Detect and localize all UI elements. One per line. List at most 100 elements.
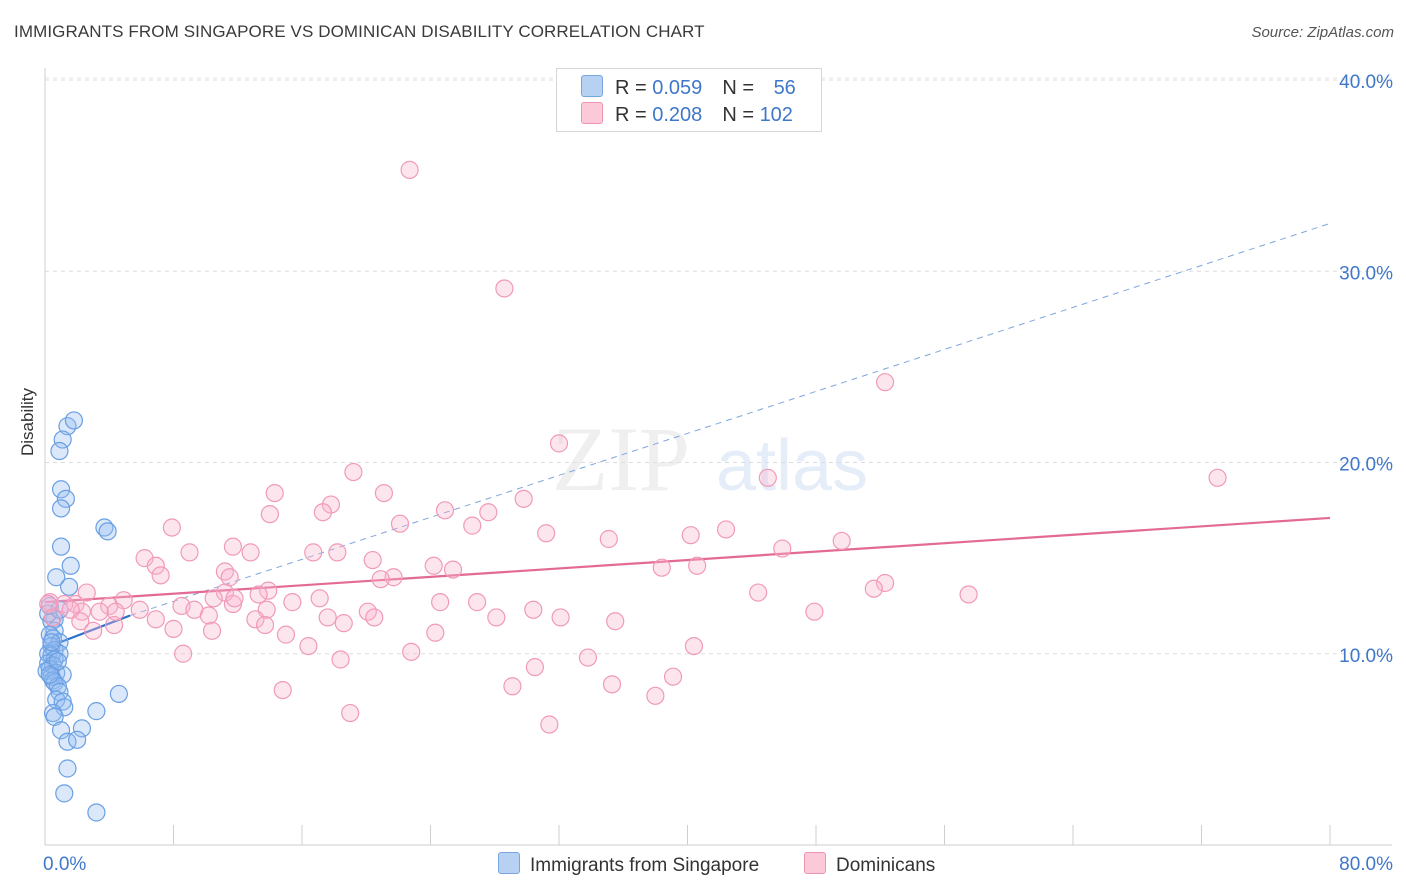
- point-dominicans: [310, 589, 329, 608]
- point-dominicans: [241, 543, 260, 562]
- watermark-atlas: atlas: [716, 426, 868, 506]
- point-dominicans: [602, 675, 622, 694]
- point-dominicans: [1208, 468, 1227, 487]
- source-label: Source: ZipAtlas.com: [1251, 24, 1394, 41]
- y-tick-label: 30.0%: [1339, 263, 1393, 284]
- point-singapore: [50, 441, 69, 461]
- point-dominicans: [313, 503, 332, 522]
- point-singapore: [87, 702, 106, 721]
- point-dominicans: [525, 658, 545, 677]
- point-dominicans: [106, 602, 125, 621]
- point-dominicans: [875, 373, 895, 392]
- point-dominicans: [463, 516, 482, 535]
- data-points: [37, 160, 1227, 822]
- point-dominicans: [260, 505, 279, 524]
- bottom-legend-swatch-singapore: [498, 852, 520, 874]
- point-dominicans: [606, 612, 625, 631]
- point-dominicans: [162, 518, 181, 537]
- bottom-legend-label-dominicans: Dominicans: [836, 855, 936, 876]
- point-dominicans: [443, 560, 463, 579]
- point-dominicans: [204, 589, 223, 608]
- point-dominicans: [503, 677, 522, 696]
- point-dominicans: [174, 644, 193, 663]
- point-dominicans: [431, 593, 450, 612]
- point-dominicans: [479, 503, 498, 522]
- point-singapore: [48, 652, 67, 671]
- point-singapore: [47, 568, 66, 587]
- point-dominicans: [299, 636, 318, 656]
- y-axis-label: Disability: [18, 387, 37, 456]
- y-tick-label: 20.0%: [1339, 455, 1393, 476]
- point-dominicans: [146, 610, 165, 629]
- point-dominicans: [805, 602, 824, 621]
- point-singapore: [51, 480, 71, 499]
- point-dominicans: [341, 703, 360, 723]
- legend-swatch-singapore: [581, 75, 603, 97]
- legend-r-value: 0.059: [652, 77, 703, 99]
- point-singapore: [64, 411, 84, 430]
- point-dominicans: [283, 593, 302, 612]
- point-dominicans: [551, 608, 570, 627]
- point-dominicans: [215, 562, 234, 581]
- point-dominicans: [875, 573, 895, 593]
- point-singapore: [53, 430, 72, 449]
- point-dominicans: [265, 484, 284, 503]
- point-dominicans: [273, 680, 292, 700]
- point-singapore: [109, 684, 128, 704]
- point-dominicans: [259, 581, 278, 600]
- point-dominicans: [334, 614, 353, 633]
- point-dominicans: [688, 556, 707, 575]
- point-singapore: [51, 721, 71, 740]
- point-dominicans: [487, 608, 506, 627]
- point-dominicans: [199, 606, 218, 625]
- point-dominicans: [524, 600, 543, 619]
- point-dominicans: [304, 543, 323, 562]
- point-dominicans: [39, 594, 58, 614]
- y-tick-label: 10.0%: [1339, 646, 1393, 667]
- x-tick-label: 0.0%: [43, 854, 86, 875]
- point-dominicans: [130, 600, 149, 619]
- point-dominicans: [495, 279, 514, 298]
- point-dominicans: [749, 583, 768, 602]
- legend-n-label: N =: [722, 104, 760, 126]
- point-dominicans: [318, 608, 337, 627]
- point-dominicans: [104, 615, 124, 635]
- point-dominicans: [959, 585, 978, 604]
- point-dominicans: [716, 520, 736, 539]
- point-dominicans: [246, 610, 265, 629]
- bottom-legend-singapore: Immigrants from Singapore: [498, 852, 759, 877]
- point-dominicans: [864, 579, 883, 598]
- point-dominicans: [663, 667, 683, 686]
- point-dominicans: [540, 715, 559, 734]
- point-dominicans: [71, 612, 90, 631]
- point-dominicans: [402, 642, 421, 661]
- point-singapore: [58, 759, 77, 778]
- legend-swatch-dominicans: [581, 102, 603, 124]
- point-dominicans: [599, 529, 618, 549]
- point-dominicans: [426, 623, 445, 642]
- bottom-legend-label-singapore: Immigrants from Singapore: [530, 855, 760, 876]
- point-dominicans: [276, 625, 296, 644]
- y-tick-label: 40.0%: [1339, 72, 1393, 93]
- point-dominicans: [164, 619, 183, 638]
- point-dominicans: [435, 501, 455, 520]
- legend-n-value: 56: [773, 77, 796, 99]
- point-dominicans: [467, 593, 487, 612]
- point-dominicans: [249, 585, 268, 604]
- watermark: ZIP atlas: [552, 408, 868, 510]
- point-dominicans: [684, 636, 704, 656]
- point-singapore: [55, 784, 74, 803]
- point-dominicans: [146, 556, 165, 575]
- point-dominicans: [363, 550, 382, 570]
- trend-line-dominicans: [44, 516, 1331, 604]
- point-dominicans: [652, 558, 671, 577]
- x-tick-label: 80.0%: [1339, 854, 1393, 875]
- point-singapore: [87, 803, 106, 822]
- point-singapore: [40, 665, 59, 684]
- point-singapore: [72, 719, 92, 738]
- point-dominicans: [84, 621, 103, 640]
- point-dominicans: [424, 556, 443, 575]
- point-dominicans: [255, 615, 275, 635]
- point-dominicans: [151, 566, 170, 585]
- legend: R = 0.059 N = 56 R = 0.208 N = 102: [556, 68, 822, 132]
